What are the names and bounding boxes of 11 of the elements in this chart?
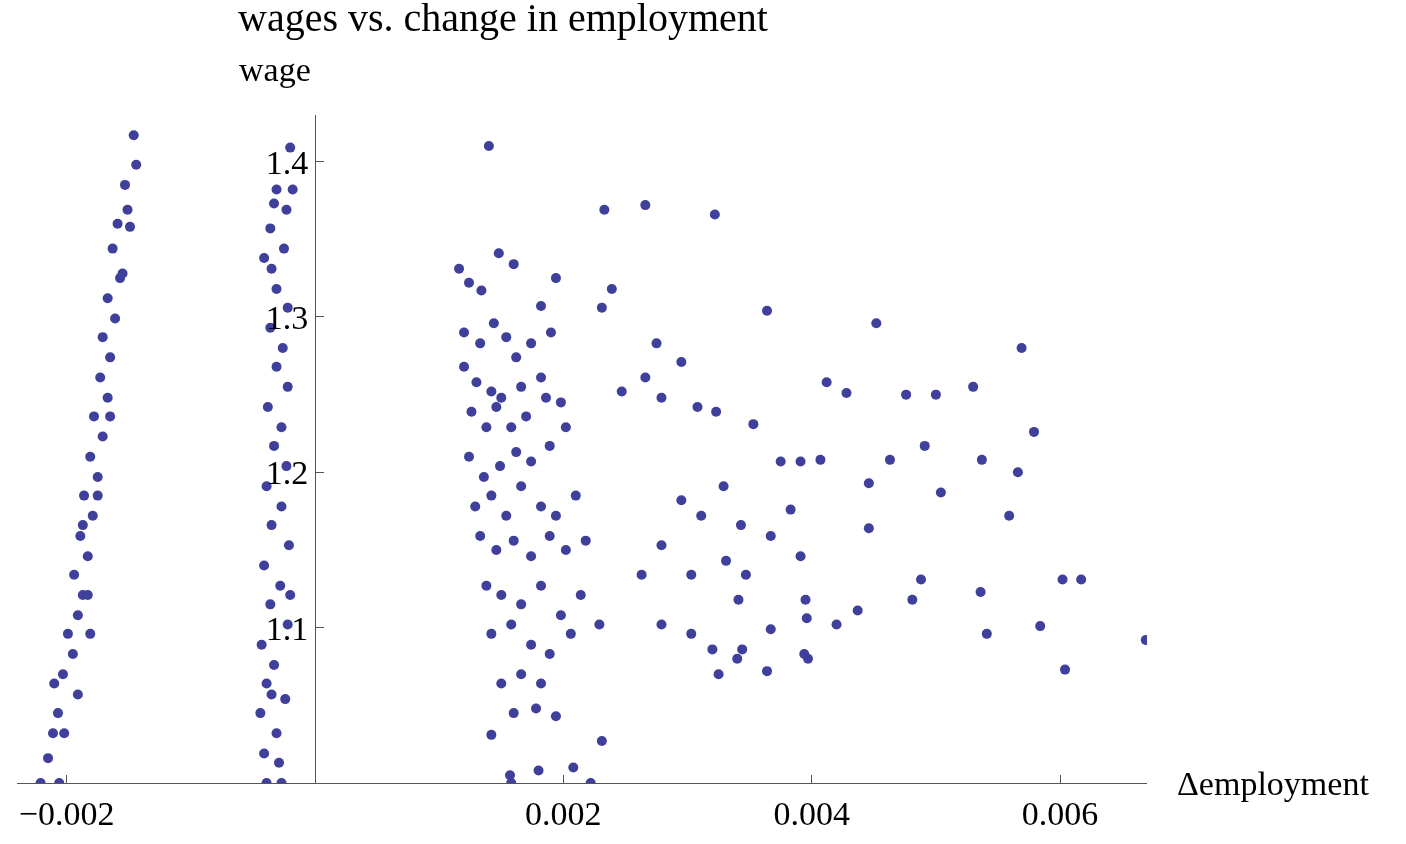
y-tick-label: 1.3 bbox=[265, 298, 309, 336]
x-tick-label: 0.002 bbox=[525, 794, 602, 832]
y-tick-label: 1.1 bbox=[265, 609, 309, 647]
x-tick-label: 0.004 bbox=[773, 794, 850, 832]
x-axis-title: Δemployment bbox=[1177, 765, 1370, 802]
x-tick-label: 0.006 bbox=[1021, 794, 1099, 832]
x-tick-label: −0.002 bbox=[18, 794, 115, 832]
y-tick-label: 1.2 bbox=[265, 454, 309, 492]
y-axis-title: wage bbox=[239, 51, 311, 88]
y-tick-label: 1.4 bbox=[265, 143, 309, 181]
chart-title: wages vs. change in employment bbox=[238, 0, 768, 40]
